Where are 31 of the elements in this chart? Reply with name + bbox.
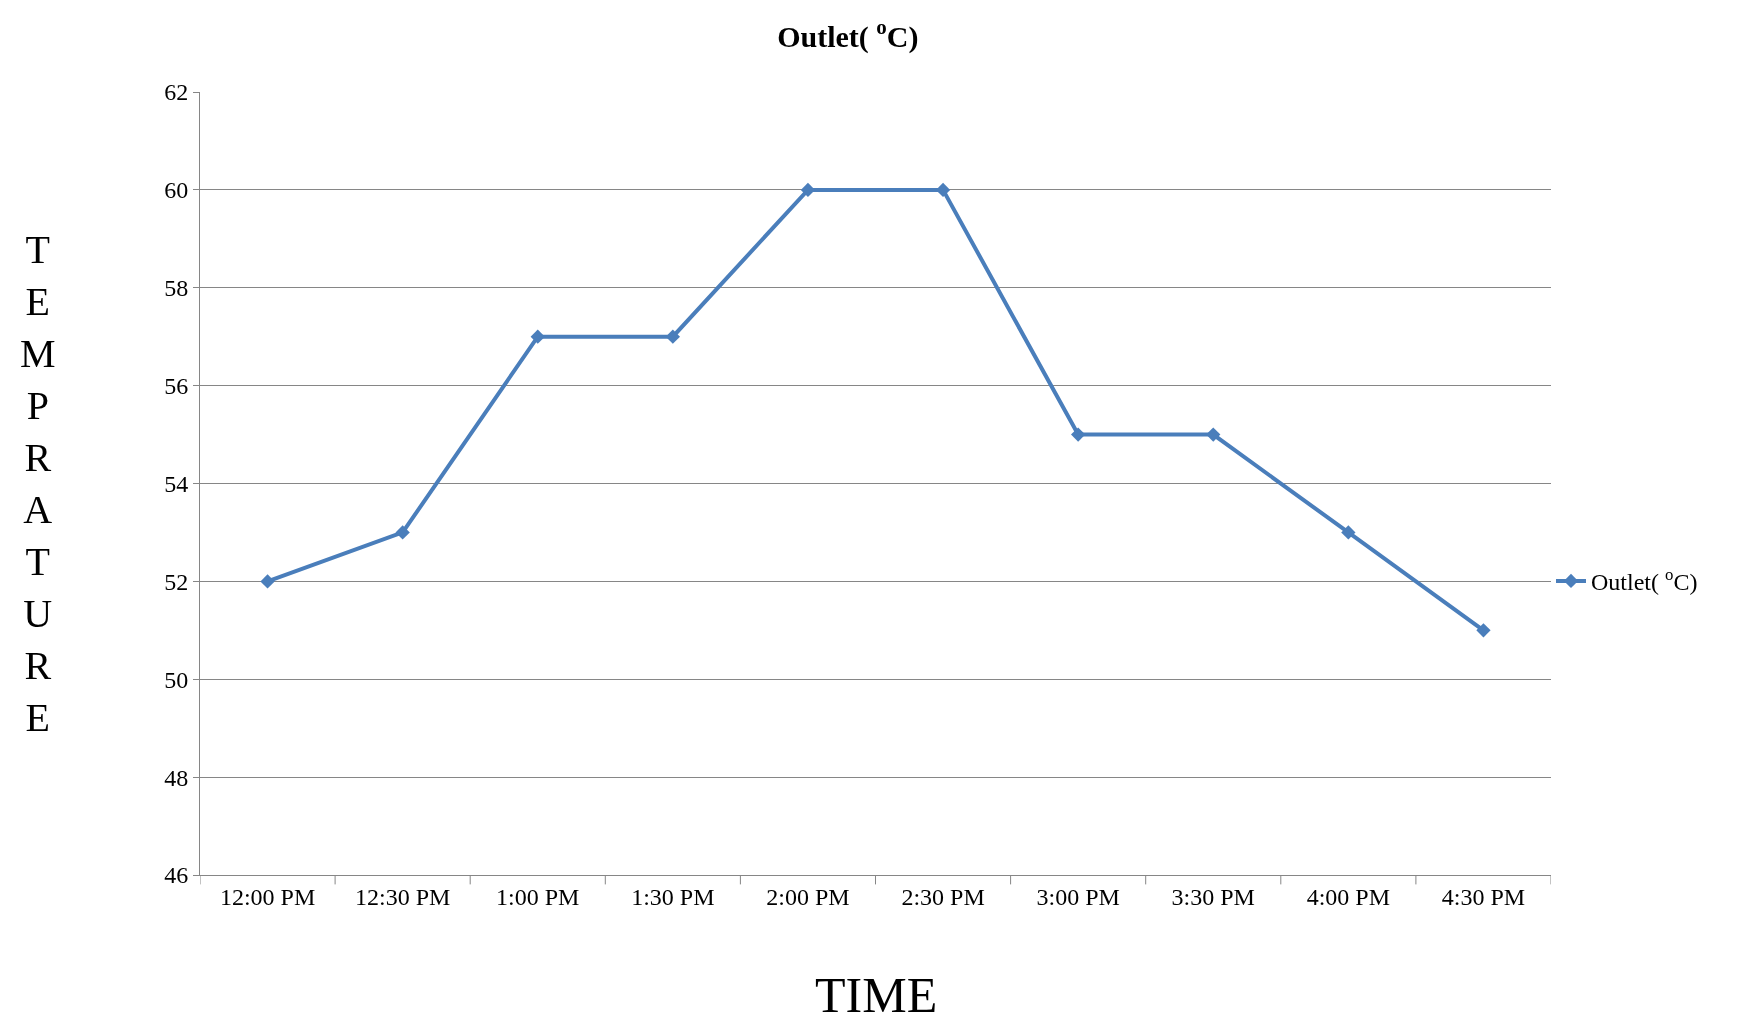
point bbox=[1476, 623, 1491, 638]
point bbox=[1206, 427, 1221, 442]
y-tick-label: 48 bbox=[164, 764, 189, 791]
y-tick-label: 50 bbox=[164, 666, 189, 693]
x-tick-label: 3:00 PM bbox=[1036, 883, 1120, 910]
y-tick-label: 60 bbox=[164, 177, 189, 204]
text: TEMPRATURE bbox=[20, 227, 56, 740]
chart-title: Outlet( $^{o}$C) bbox=[777, 15, 919, 54]
point bbox=[665, 329, 680, 344]
x-tick-label: 4:30 PM bbox=[1441, 883, 1526, 910]
x-axis-title: TIME bbox=[815, 967, 938, 1023]
y-tick-label: 56 bbox=[164, 373, 189, 400]
point bbox=[530, 329, 545, 344]
x-tick-label: 4:00 PM bbox=[1306, 883, 1391, 910]
x-tick-label: 3:30 PM bbox=[1171, 883, 1255, 910]
point bbox=[395, 525, 410, 540]
point bbox=[1341, 525, 1356, 540]
x-tick-label: 1:30 PM bbox=[631, 883, 715, 910]
x-tick-label: 12:30 PM bbox=[354, 883, 451, 910]
y-tick-label: 58 bbox=[164, 275, 189, 302]
x-tick-label: 12:00 PM bbox=[219, 883, 316, 910]
point bbox=[260, 574, 275, 589]
point bbox=[1071, 427, 1086, 442]
x-tick-label: 2:30 PM bbox=[901, 883, 985, 910]
y-tick-label: 46 bbox=[164, 862, 189, 889]
x-tick-label: 2:00 PM bbox=[766, 883, 850, 910]
y-tick-label: 62 bbox=[164, 79, 189, 106]
x-tick-label: 1:00 PM bbox=[496, 883, 580, 910]
y-tick-label: 52 bbox=[164, 568, 189, 595]
y-tick-label: 54 bbox=[164, 470, 189, 497]
legend-label: Outlet( $^{o}$C) bbox=[1591, 565, 1698, 596]
